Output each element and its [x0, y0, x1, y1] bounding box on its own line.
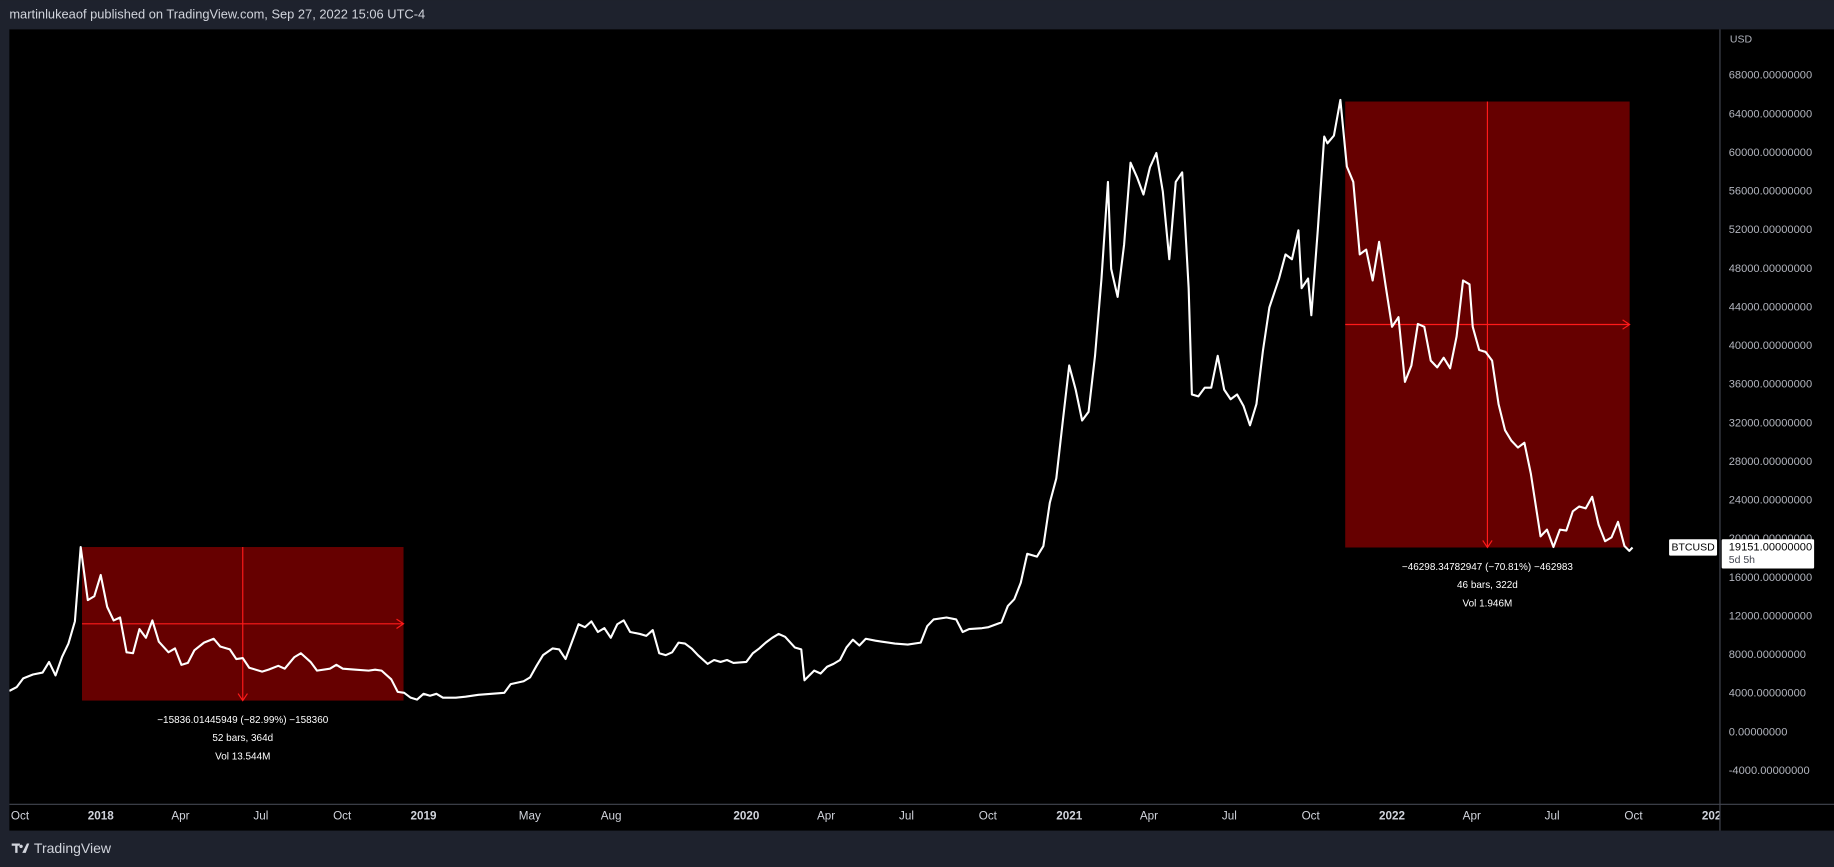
x-tick-label: 2023: [1702, 810, 1729, 823]
logo-icon: [11, 843, 30, 853]
measure-volume: Vol 1.946M: [1463, 598, 1513, 609]
x-tick-label: Apr: [171, 810, 189, 823]
x-tick-label: May: [519, 810, 541, 823]
y-tick-label: 44000.00000000: [1729, 301, 1812, 313]
brand-name: TradingView: [34, 840, 112, 856]
x-tick-label: 2020: [733, 810, 760, 823]
time-axis: Oct 2018 Apr Jul Oct 2019 May Aug 2020 Apr Jul Oct 2…: [11, 810, 1729, 823]
x-tick-label: Oct: [979, 810, 998, 823]
x-tick-label: 2018: [88, 810, 115, 823]
measure-bars: 52 bars, 364d: [212, 733, 273, 744]
measure-v-arrow: [237, 693, 248, 702]
y-tick-label: 64000.00000000: [1729, 108, 1812, 120]
y-tick-label: 28000.00000000: [1729, 456, 1812, 468]
x-tick-label: Jul: [253, 810, 268, 823]
y-tick-label: 12000.00000000: [1729, 610, 1812, 622]
x-tick-label: Apr: [817, 810, 835, 823]
x-tick-label: 2022: [1379, 810, 1406, 823]
x-tick-label: Apr: [1140, 810, 1158, 823]
measure-change: −15836.01445949 (−82.99%) −158360: [157, 715, 328, 726]
y-tick-label: 8000.00000000: [1729, 649, 1806, 661]
measure-v-arrow: [1482, 540, 1493, 549]
y-tick-label: 68000.00000000: [1729, 70, 1812, 82]
x-tick-label: Oct: [1624, 810, 1643, 823]
y-tick-label: 24000.00000000: [1729, 495, 1812, 507]
measure-volume: Vol 13.544M: [215, 751, 270, 762]
x-tick-label: Jul: [1545, 810, 1560, 823]
price-line: [9, 98, 1634, 701]
y-tick-label: 16000.00000000: [1729, 572, 1812, 584]
y-tick-label: -4000.00000000: [1729, 765, 1810, 777]
price-tag-bg: [1721, 539, 1815, 569]
brand-logo: TradingView: [11, 840, 112, 856]
x-tick-label: 2021: [1056, 810, 1083, 823]
y-tick-label: 36000.00000000: [1729, 379, 1812, 391]
price-axis: -4000.00000000 0.00000000 4000.00000000 800…: [1729, 70, 1812, 777]
measurement-labels: −15836.01445949 (−82.99%) −158360 52 bars…: [157, 562, 1573, 762]
y-tick-label: 56000.00000000: [1729, 186, 1812, 198]
x-tick-label: Oct: [333, 810, 352, 823]
y-tick-label: 52000.00000000: [1729, 224, 1812, 236]
y-tick-label: 0.00000000: [1729, 726, 1788, 738]
measure-bars: 46 bars, 322d: [1457, 580, 1518, 591]
countdown-tag: 5d 5h: [1729, 554, 1755, 566]
x-tick-label: Oct: [1302, 810, 1321, 823]
x-tick-label: 2019: [411, 810, 438, 823]
y-tick-label: 48000.00000000: [1729, 263, 1812, 275]
measure-h-arrow: [396, 618, 405, 629]
x-tick-label: Apr: [1463, 810, 1481, 823]
price-tag: 19151.00000000: [1729, 541, 1812, 553]
measure-change: −46298.34782947 (−70.81%) −462983: [1402, 562, 1573, 573]
y-tick-label: 4000.00000000: [1729, 688, 1806, 700]
x-tick-label: Aug: [601, 810, 622, 823]
y-tick-label: 32000.00000000: [1729, 417, 1812, 429]
x-tick-label: Jul: [1222, 810, 1237, 823]
symbol-tag: BTCUSD: [1671, 541, 1715, 553]
y-tick-label: 40000.00000000: [1729, 340, 1812, 352]
x-tick-label: Jul: [899, 810, 914, 823]
measure-h-arrow: [1622, 319, 1631, 330]
y-tick-label: 60000.00000000: [1729, 147, 1812, 159]
currency-label: USD: [1730, 34, 1753, 46]
plot-area: [9, 98, 1634, 701]
symbol-tag-bg: [1669, 539, 1718, 556]
header-text: martinlukeaof published on TradingView.c…: [9, 7, 425, 22]
x-tick-label: Oct: [11, 810, 30, 823]
